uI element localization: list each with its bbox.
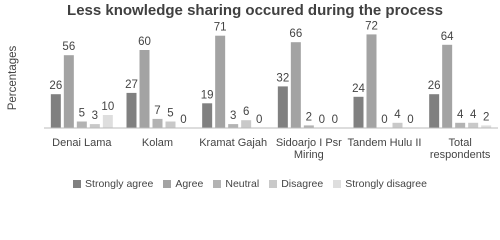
- data-label: 32: [276, 72, 289, 84]
- data-label: 0: [319, 114, 325, 126]
- data-label: 6: [243, 106, 249, 118]
- legend-swatch: [269, 180, 278, 188]
- legend-swatch: [333, 180, 342, 188]
- x-tick-label: Denai Lama: [52, 137, 112, 149]
- legend-swatch: [73, 180, 82, 188]
- data-label: 66: [289, 28, 302, 40]
- data-label: 71: [214, 22, 227, 34]
- data-label: 24: [352, 83, 365, 95]
- data-label: 0: [256, 114, 262, 126]
- bar: [76, 121, 87, 128]
- chart: Less knowledge sharing occured during th…: [0, 2, 500, 190]
- bar: [50, 94, 61, 128]
- data-label: 4: [470, 109, 477, 121]
- data-label: 56: [62, 41, 75, 53]
- legend-label: Agree: [175, 178, 204, 190]
- data-label: 3: [230, 110, 236, 122]
- data-label: 60: [138, 36, 151, 48]
- legend-item: Neutral: [213, 178, 259, 190]
- data-label: 0: [332, 114, 338, 126]
- bar: [353, 96, 364, 128]
- data-label: 72: [365, 20, 378, 32]
- bar: [102, 115, 113, 128]
- bar: [481, 125, 492, 128]
- bar: [152, 118, 163, 128]
- x-tick-label: Total respondents: [429, 137, 491, 161]
- bar: [442, 44, 453, 128]
- data-label: 2: [483, 111, 489, 123]
- data-label: 5: [167, 108, 173, 120]
- legend-label: Strongly disagree: [345, 178, 427, 190]
- x-tick-label: Tandem Hulu II: [347, 137, 422, 149]
- data-label: 64: [441, 31, 454, 43]
- bar: [303, 125, 314, 128]
- bar: [277, 86, 288, 128]
- chart-title: Less knowledge sharing occured during th…: [67, 2, 443, 19]
- bar: [366, 34, 377, 128]
- bar: [455, 122, 466, 128]
- legend-label: Disagree: [281, 178, 324, 190]
- data-label: 2: [306, 111, 312, 123]
- legend-item: Agree: [163, 178, 203, 190]
- bar: [89, 124, 100, 128]
- bar: [228, 124, 239, 128]
- x-tick-label: Kramat Gajah: [199, 137, 268, 149]
- bar: [139, 50, 150, 128]
- data-label: 26: [49, 80, 62, 92]
- data-label: 0: [180, 114, 186, 126]
- data-label: 10: [101, 101, 114, 113]
- bar: [429, 94, 440, 128]
- bar: [468, 122, 479, 128]
- bar: [290, 42, 301, 129]
- plot: Less knowledge sharing occured during th…: [7, 2, 498, 129]
- data-label: 0: [381, 114, 387, 126]
- legend: Strongly agree Agree Neutral Disagree Strong…: [0, 178, 500, 190]
- data-label: 3: [92, 110, 98, 122]
- bar: [215, 35, 226, 129]
- bar: [392, 122, 403, 128]
- data-label: 19: [201, 89, 214, 101]
- legend-swatch: [213, 180, 222, 188]
- bar: [126, 92, 137, 128]
- x-tick-label: Kolam: [141, 137, 174, 149]
- legend-item: Strongly agree: [73, 178, 153, 190]
- data-label: 0: [407, 114, 413, 126]
- bar: [202, 103, 213, 128]
- legend-label: Strongly agree: [85, 178, 154, 190]
- bar: [63, 55, 74, 129]
- bar: [241, 120, 252, 128]
- legend-swatch: [163, 180, 172, 188]
- x-tick-label: Sidoarjo I Psr Miring: [275, 137, 342, 161]
- data-label: 26: [428, 80, 441, 92]
- y-axis-label: Percentages: [7, 45, 19, 110]
- legend-item: Disagree: [269, 178, 323, 190]
- bar: [165, 121, 176, 128]
- data-label: 5: [79, 108, 85, 120]
- data-label: 4: [457, 109, 464, 121]
- data-label: 7: [154, 105, 160, 117]
- data-label: 4: [394, 109, 401, 121]
- legend-label: Neutral: [225, 178, 260, 190]
- data-label: 27: [125, 79, 138, 91]
- legend-item: Strongly disagree: [333, 178, 427, 190]
